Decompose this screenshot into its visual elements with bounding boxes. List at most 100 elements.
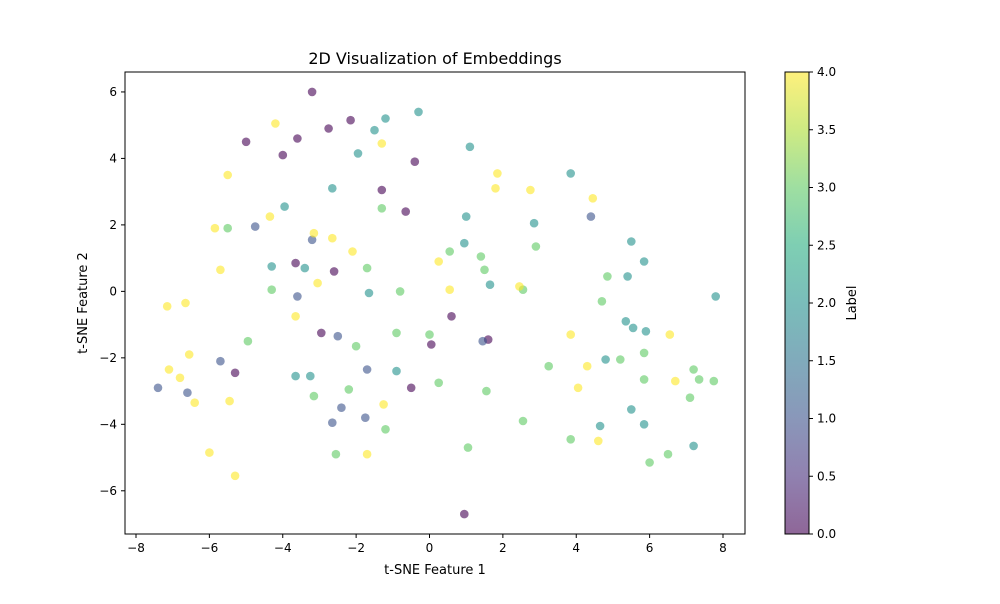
- data-point: [280, 202, 289, 211]
- data-point: [351, 341, 361, 351]
- y-tick-label: −6: [99, 484, 117, 498]
- data-point: [333, 331, 343, 341]
- colorbar-tick-label: 1.5: [817, 354, 836, 368]
- data-point: [445, 247, 455, 256]
- x-axis-label: t-SNE Feature 1: [384, 563, 486, 578]
- data-point: [639, 420, 649, 429]
- colorbar-tick-label: 0.0: [817, 527, 836, 541]
- data-point: [582, 361, 592, 371]
- data-point: [267, 285, 277, 295]
- x-tick-label: 4: [572, 541, 580, 555]
- x-axis: −8 −6 −4 −2 0 2 4 6 8: [127, 534, 727, 555]
- data-point: [595, 421, 605, 431]
- data-point: [271, 119, 280, 128]
- colorbar-tick-label: 3.5: [817, 123, 836, 137]
- data-point: [482, 386, 491, 396]
- plot-frame: [124, 71, 746, 535]
- data-point: [328, 184, 337, 193]
- data-point: [293, 292, 302, 301]
- data-point: [425, 330, 434, 339]
- data-point: [518, 416, 528, 426]
- data-point: [465, 142, 475, 152]
- data-point: [230, 368, 240, 378]
- data-point: [313, 278, 322, 288]
- data-point: [603, 272, 612, 281]
- x-tick-label: −8: [127, 541, 145, 555]
- data-point: [406, 383, 416, 393]
- data-point: [293, 134, 302, 143]
- data-point: [639, 348, 649, 358]
- data-point: [434, 257, 444, 266]
- data-point: [210, 223, 220, 233]
- data-point: [184, 350, 194, 359]
- data-point: [364, 288, 374, 298]
- data-point: [627, 405, 636, 414]
- data-point: [573, 383, 583, 393]
- x-tick-label: 6: [646, 541, 654, 555]
- data-point: [164, 365, 174, 374]
- data-point: [307, 87, 317, 97]
- data-point: [175, 373, 185, 383]
- data-point: [278, 150, 288, 160]
- data-point: [460, 509, 469, 519]
- data-point: [190, 398, 199, 408]
- data-point: [476, 252, 486, 261]
- colorbar-tick-label: 3.0: [817, 181, 836, 195]
- data-point: [645, 458, 654, 467]
- data-point: [361, 413, 370, 423]
- data-point: [711, 292, 720, 301]
- data-point: [241, 137, 251, 147]
- colorbar-tick-label: 4.0: [817, 65, 836, 79]
- data-point: [381, 425, 390, 434]
- data-point: [663, 449, 673, 459]
- data-point: [243, 336, 253, 346]
- x-tick-label: 2: [499, 541, 507, 555]
- data-point: [566, 330, 575, 339]
- x-tick-label: −6: [201, 541, 219, 555]
- data-point: [480, 265, 489, 275]
- data-point: [526, 185, 535, 195]
- data-point: [291, 371, 300, 381]
- data-point: [709, 376, 719, 386]
- data-point: [461, 212, 471, 221]
- data-point: [377, 139, 387, 148]
- data-point: [362, 449, 372, 459]
- data-point: [337, 403, 346, 413]
- y-tick-label: 4: [109, 151, 117, 165]
- data-point: [627, 237, 636, 246]
- data-point: [331, 449, 341, 459]
- data-point: [216, 265, 225, 275]
- data-point: [531, 242, 541, 251]
- data-point: [307, 235, 317, 245]
- data-point: [225, 396, 234, 406]
- y-tick-label: 0: [109, 284, 117, 298]
- data-point: [223, 170, 232, 180]
- data-point: [586, 212, 596, 221]
- x-tick-label: −4: [274, 541, 292, 555]
- data-point: [344, 385, 354, 394]
- data-point: [324, 124, 333, 133]
- x-tick-label: 8: [719, 541, 727, 555]
- data-point: [566, 435, 575, 444]
- data-point: [300, 263, 310, 273]
- data-point: [392, 328, 401, 338]
- data-point: [381, 114, 390, 123]
- data-point: [671, 376, 680, 386]
- x-tick-label: −2: [347, 541, 365, 555]
- data-point: [205, 448, 214, 457]
- data-point: [216, 356, 225, 366]
- data-point: [250, 222, 260, 231]
- data-point: [689, 365, 698, 374]
- data-point: [379, 400, 388, 409]
- data-point: [491, 184, 500, 193]
- y-tick-label: −2: [99, 351, 117, 365]
- data-point: [362, 263, 372, 273]
- data-point: [362, 365, 372, 374]
- data-point: [623, 272, 632, 281]
- data-point: [566, 169, 575, 178]
- data-point: [478, 336, 488, 346]
- data-point: [665, 330, 675, 339]
- data-point: [427, 340, 436, 349]
- x-tick-label: 0: [426, 541, 434, 555]
